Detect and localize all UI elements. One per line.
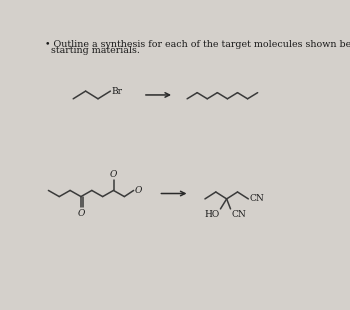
Text: CN: CN — [231, 210, 246, 219]
Text: • Outline a synthesis for each of the target molecules shown below given the: • Outline a synthesis for each of the ta… — [45, 39, 350, 48]
Text: O: O — [134, 186, 142, 195]
Text: O: O — [110, 170, 117, 179]
Text: Br: Br — [112, 86, 123, 95]
Text: O: O — [78, 209, 85, 218]
Text: CN: CN — [250, 194, 265, 203]
Text: starting materials.: starting materials. — [45, 46, 140, 55]
Text: HO: HO — [204, 210, 220, 219]
